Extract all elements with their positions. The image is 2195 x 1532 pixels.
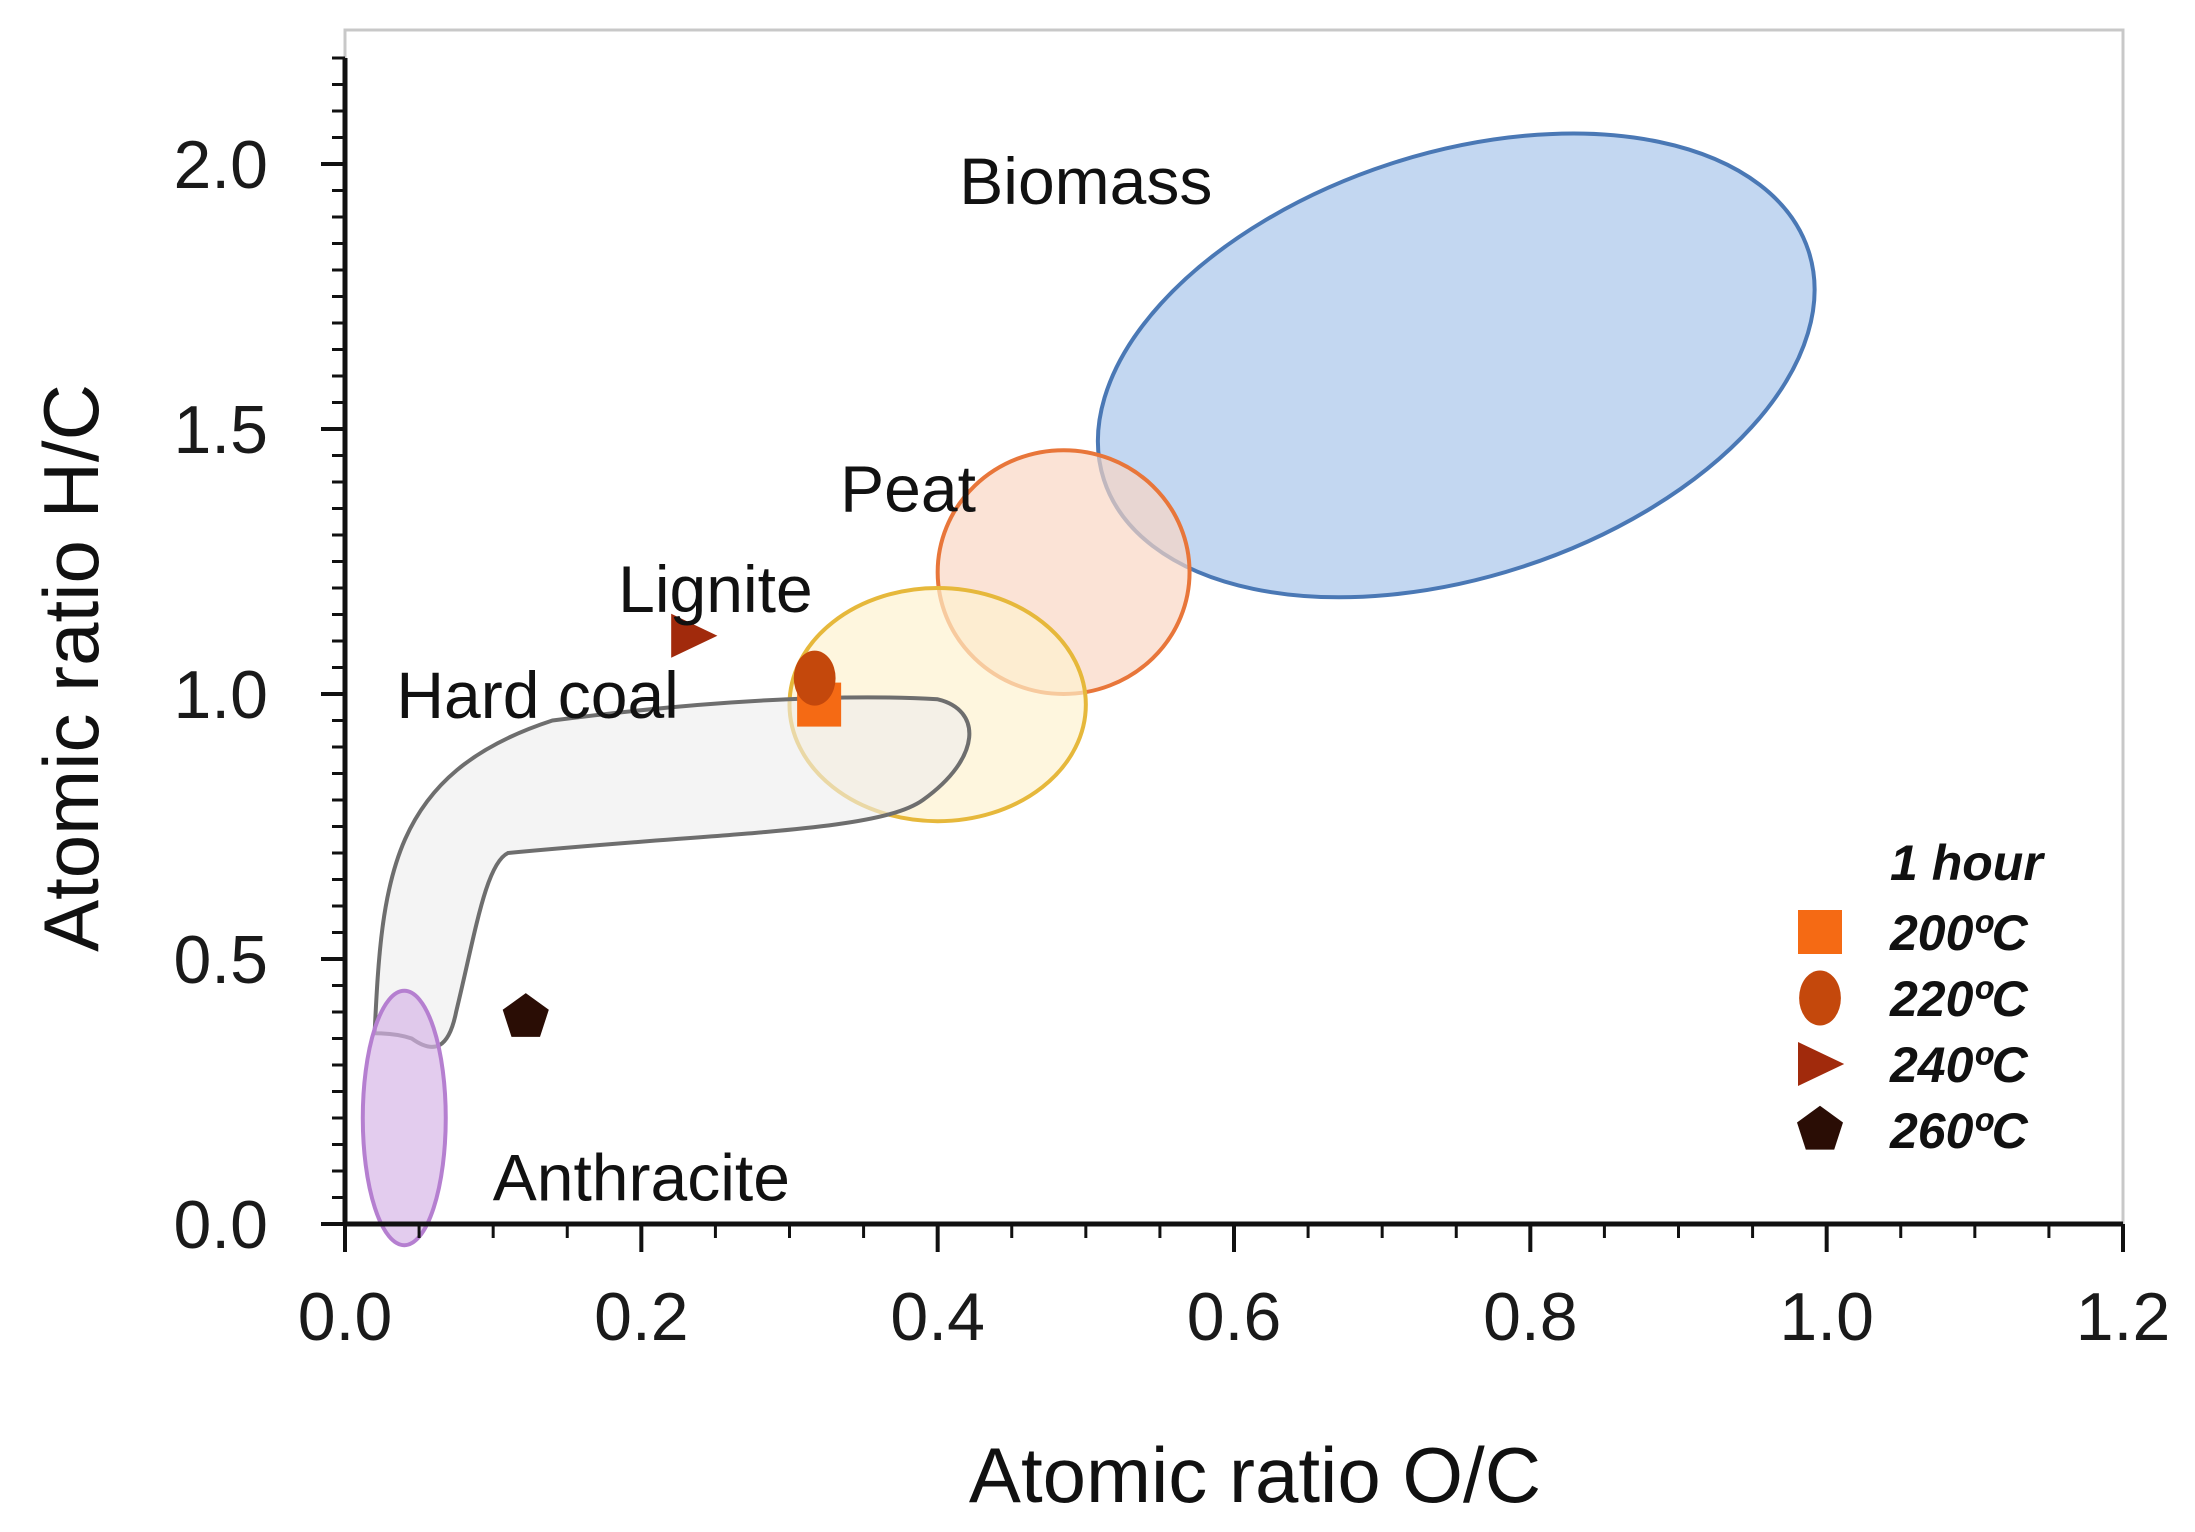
x-tick-label: 0.4 [890,1279,985,1355]
marker-layer [502,613,842,1037]
legend-marker-260c [1797,1105,1843,1150]
legend: 1 hour 200ºC 220ºC 240ºC 260ºC [1797,835,2045,1159]
legend-marker-240c [1798,1042,1845,1086]
x-tick-label: 0.0 [298,1279,393,1355]
legend-label-260c: 260ºC [1889,1103,2029,1159]
x-tick-label: 0.6 [1187,1279,1282,1355]
region-label-anthracite: Anthracite [493,1140,790,1214]
legend-label-220c: 220ºC [1889,971,2029,1027]
region-label-hard-coal: Hard coal [396,658,678,732]
legend-label-240c: 240ºC [1889,1037,2029,1093]
y-axis-title: Atomic ratio H/C [27,384,115,952]
legend-items: 200ºC 220ºC 240ºC 260ºC [1797,905,2029,1159]
legend-label-200c: 200ºC [1889,905,2029,961]
region-label-peat: Peat [840,451,976,525]
axes: 0.0 0.2 0.4 0.6 0.8 1.0 1.2 0.0 0.5 1.0 1.5 2.0 [173,56,2171,1355]
y-ticks: 0.0 0.5 1.0 1.5 2.0 [173,56,345,1263]
region-layer [360,131,1817,1248]
x-tick-label: 0.8 [1483,1279,1578,1355]
y-tick-label: 2.0 [173,127,268,203]
legend-marker-220c [1799,970,1841,1026]
region-hard-coal [372,695,972,1049]
data-point-260c [502,993,549,1037]
region-label-biomass: Biomass [959,144,1212,218]
y-tick-label: 1.5 [173,392,268,468]
legend-title: 1 hour [1890,835,2045,891]
data-point-220c [793,650,836,706]
x-axis-title: Atomic ratio O/C [969,1431,1541,1519]
y-tick-label: 0.5 [173,922,268,998]
region-anthracite [360,988,448,1248]
region-label-layer: Biomass Peat Lignite Hard coal Anthracite [396,144,1212,1214]
region-label-lignite: Lignite [618,552,813,626]
x-tick-label: 1.0 [1779,1279,1874,1355]
x-ticks: 0.0 0.2 0.4 0.6 0.8 1.0 1.2 [298,1224,2171,1355]
data-point-240c [671,613,718,658]
legend-marker-200c [1798,910,1842,954]
y-tick-label: 0.0 [173,1187,268,1263]
x-tick-label: 0.2 [594,1279,689,1355]
y-tick-label: 1.0 [173,657,268,733]
x-tick-label: 1.2 [2076,1279,2171,1355]
